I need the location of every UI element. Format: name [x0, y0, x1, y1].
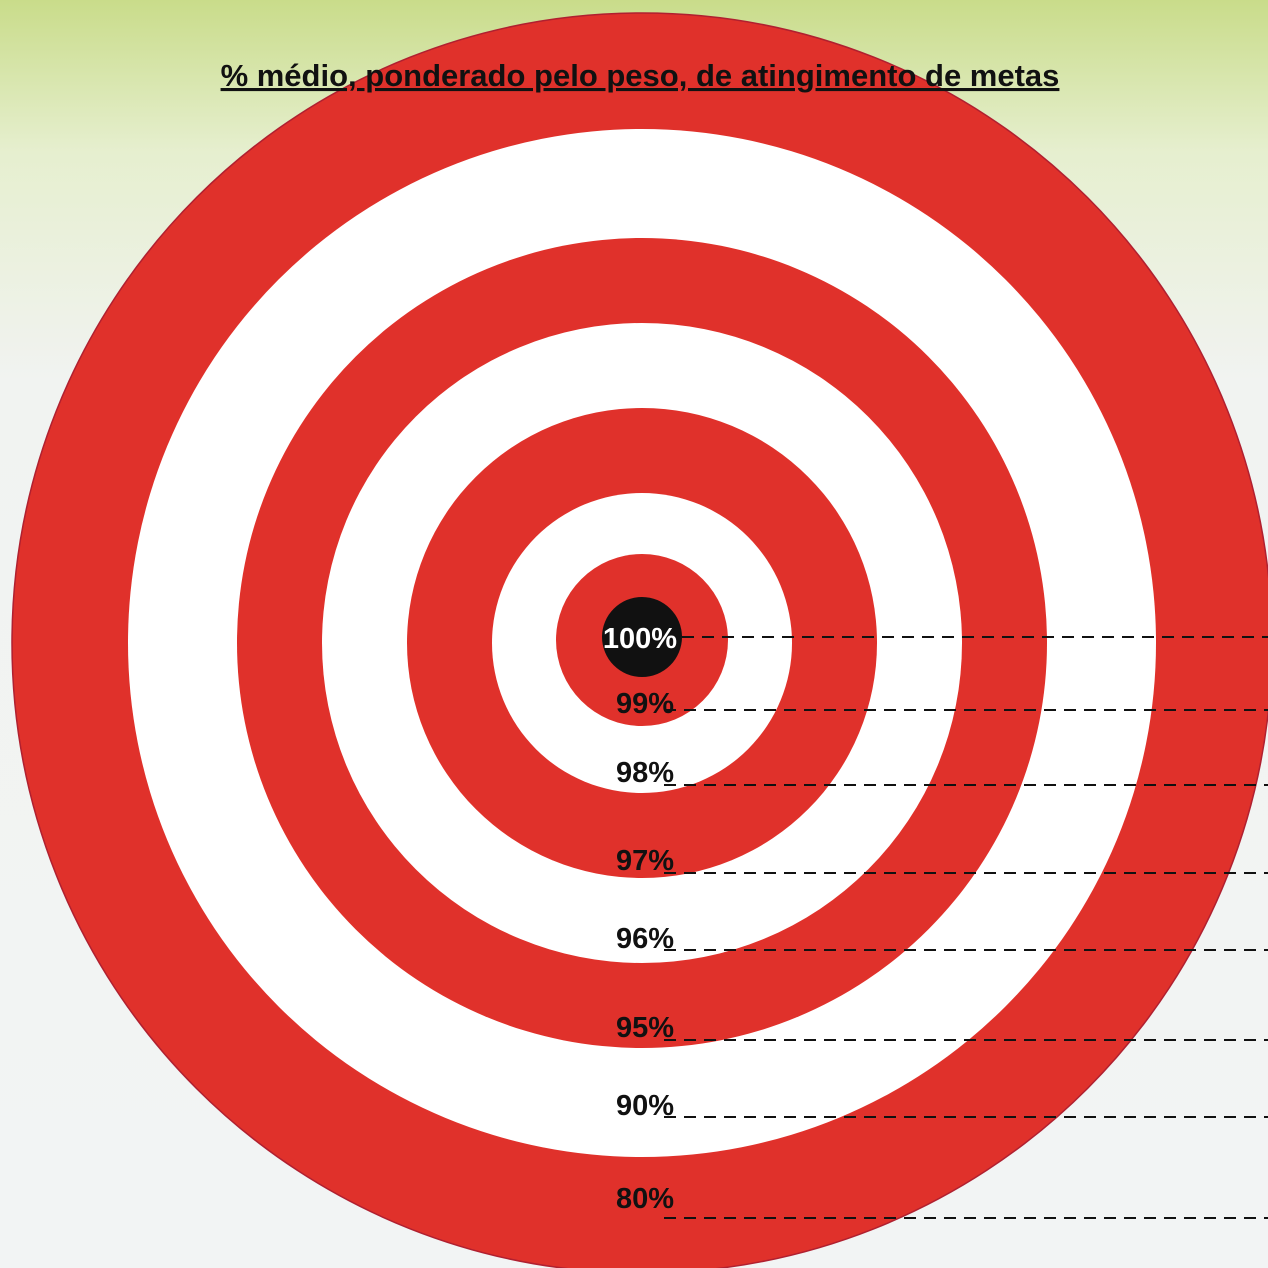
level-label: 80%: [616, 1183, 674, 1215]
level-label: 100%: [603, 623, 677, 655]
labels: 100% 99% 98% 97% 96% 95% 90% 80%: [603, 623, 1268, 1219]
level-label: 99%: [616, 688, 674, 720]
title: % médio, ponderado pelo peso, de atingim…: [221, 58, 1060, 93]
target: [11, 12, 1268, 1268]
level-label: 90%: [616, 1090, 674, 1122]
level-label: 97%: [616, 845, 674, 877]
bullseye: [602, 597, 682, 677]
level-label: 96%: [616, 923, 674, 955]
level-label: 98%: [616, 757, 674, 789]
level-label: 95%: [616, 1012, 674, 1044]
